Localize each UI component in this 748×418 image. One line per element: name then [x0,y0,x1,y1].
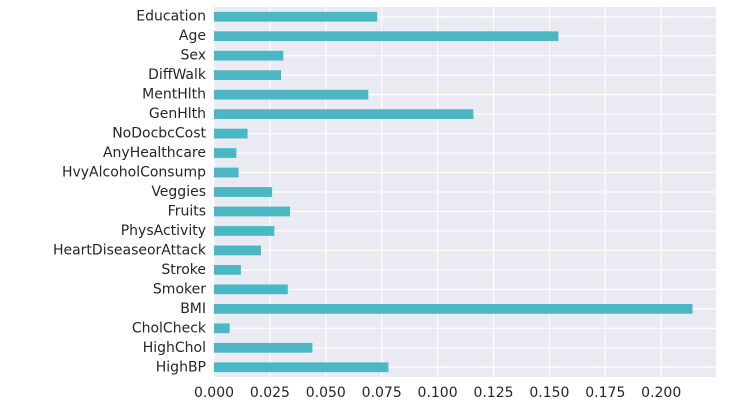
bars [214,11,693,373]
y-tick-label: Stroke [161,262,206,278]
bar-genhlth [214,109,474,119]
y-tick-label: Sex [180,48,206,64]
bar-menthlth [214,89,369,100]
y-tick-label: DiffWalk [148,67,207,83]
x-tick-label: 0.125 [473,385,513,401]
bar-age [214,31,559,42]
bar-diffwalk [214,70,282,81]
y-tick-label: Smoker [153,281,206,297]
y-tick-label: Age [179,28,206,44]
bar-veggies [214,187,273,197]
bar-physactivity [214,226,275,236]
y-tick-label: Education [136,9,206,25]
bar-nodocbccost [214,128,248,139]
y-tick-label: NoDocbcCost [112,126,206,142]
bar-sex [214,50,284,61]
x-tick-label: 0.000 [194,385,234,401]
y-tick-labels: HighBP HighChol CholCheck BMI Smoker Stroke He… [53,9,207,376]
y-tick-label: HighChol [143,340,206,356]
x-tick-label: 0.050 [306,385,346,401]
x-tick-label: 0.025 [250,385,290,401]
bar-stroke [214,265,241,275]
x-tick-label: 0.200 [641,385,681,401]
x-tick-labels: 0.000 0.025 0.050 0.075 0.100 0.125 0.150 0.175… [194,385,681,401]
bar-fruits [214,206,291,217]
bar-highbp [214,362,389,373]
x-tick-label: 0.100 [418,385,458,401]
y-tick-label: PhysActivity [121,223,206,239]
y-tick-label: BMI [180,301,206,317]
bar-cholcheck [214,323,230,334]
bar-highchol [214,342,313,353]
y-tick-label: Veggies [151,184,206,200]
y-tick-label: HvyAlcoholConsump [62,165,206,181]
y-tick-label: HighBP [156,359,206,375]
y-tick-label: Fruits [168,203,206,219]
bar-heartdiseaseorattack [214,245,261,256]
x-tick-label: 0.075 [362,385,402,401]
y-tick-label: CholCheck [132,320,207,336]
x-tick-label: 0.175 [585,385,625,401]
grid-lines [213,7,716,377]
bar-education [214,11,378,22]
y-tick-label: HeartDiseaseorAttack [53,242,207,258]
bar-bmi [214,303,693,314]
y-tick-label: MentHlth [142,87,206,103]
y-tick-label: AnyHealthcare [103,145,206,161]
bar-anyhealthcare [214,148,237,158]
bar-smoker [214,284,288,295]
bar-hvyalcoholconsump [214,167,239,178]
y-tick-label: GenHlth [149,106,206,122]
x-tick-label: 0.150 [529,385,569,401]
